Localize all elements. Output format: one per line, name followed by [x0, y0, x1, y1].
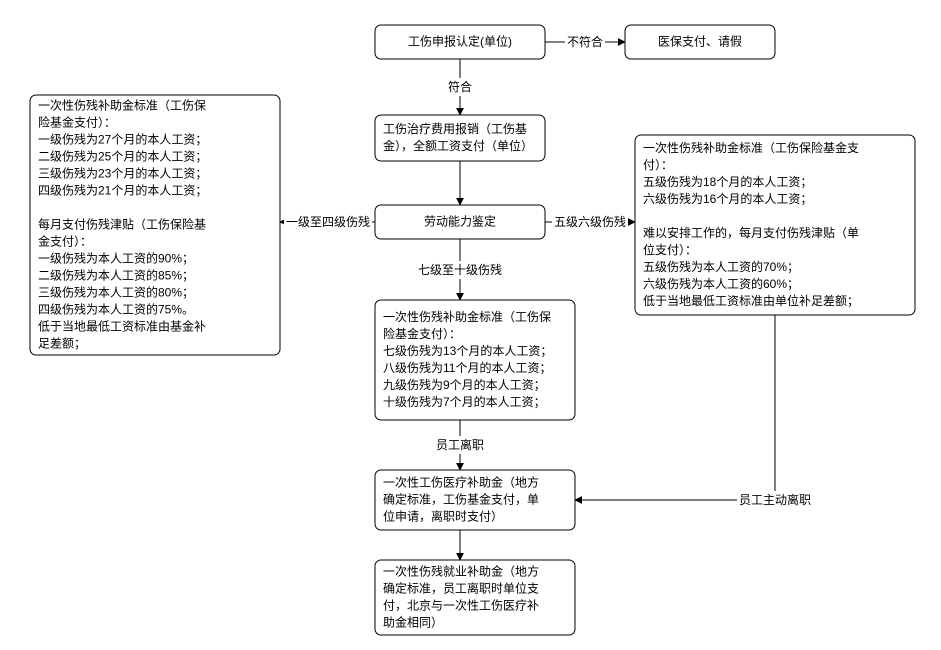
flow-node-line: 十级伤残为7个月的本人工资；	[383, 394, 546, 409]
flow-node-line: 工伤治疗费用报销（工伤基	[383, 121, 527, 136]
flow-node-line: 九级伤残为9个月的本人工资；	[383, 377, 546, 392]
flow-node: 一次性伤残补助金标准（工伤保险基金支付）： 七级伤残为13个月的本人工资； 八级伤残…	[375, 300, 575, 420]
flow-node-line: 六级伤残为本人工资的60%；	[643, 276, 799, 291]
edge	[575, 315, 775, 500]
flow-node-text: 劳动能力鉴定	[424, 214, 496, 229]
flow-node-line: 一级伤残为本人工资的90%；	[38, 251, 194, 266]
flow-node-line: 劳动能力鉴定	[424, 214, 496, 229]
flow-node-line: 低于当地最低工资标准由单位补足差额；	[643, 293, 859, 308]
flow-node-line: 四级伤残为本人工资的75%。	[38, 302, 194, 317]
flow-node-line: 险基金支付）：	[38, 115, 116, 130]
flow-node: 一次性伤残就业补助金（地方确定标准，员工离职时单位支付，北京与一次性工伤医疗补助…	[375, 560, 575, 635]
flow-node-line: 助金相同）	[383, 615, 443, 630]
flow-node-line: 四级伤残为21个月的本人工资；	[38, 183, 207, 198]
flow-node-line: 七级伤残为13个月的本人工资；	[383, 343, 552, 358]
flow-node-line: 医保支付、请假	[658, 35, 742, 49]
flow-node-line: 二级伤残为本人工资的85%；	[38, 268, 194, 283]
flow-node: 劳动能力鉴定	[375, 205, 545, 239]
flow-node-line: 足差额；	[38, 337, 86, 351]
nodes-layer: 工伤申报认定(单位) 医保支付、请假工伤治疗费用报销（工伤基金），全额工资支付（单…	[30, 25, 915, 635]
flow-node-line: 一次性工伤医疗补助金（地方	[383, 475, 539, 490]
edge-label: 五级六级伤残	[554, 215, 626, 229]
flow-node-text: 一次性伤残补助金标准（工伤保险基金支付）： 一级伤残为27个月的本人工资； 二级伤残…	[38, 98, 207, 351]
flow-node-line: 一次性伤残补助金标准（工伤保	[383, 309, 551, 324]
flow-node-line: 每月支付伤残津贴（工伤保险基	[38, 217, 206, 232]
flow-node-line: 确定标准，工伤基金支付，单	[383, 492, 539, 507]
flow-node-line: 付）：	[643, 158, 673, 172]
flow-node-line: 三级伤残为23个月的本人工资；	[38, 166, 207, 181]
edge-label: 不符合	[567, 34, 603, 49]
flow-node-line: 一次性伤残就业补助金（地方	[383, 564, 539, 579]
flowchart-canvas: 不符合符合一级至四级伤残五级六级伤残七级至十级伤残员工离职员工主动离职工伤申报认…	[0, 0, 941, 650]
flow-node-line: 确定标准，员工离职时单位支	[383, 581, 539, 596]
flow-node-line: 二级伤残为25个月的本人工资；	[38, 149, 207, 164]
flow-node-line: 金支付）：	[38, 234, 92, 249]
flow-node-line: 一次性伤残补助金标准（工伤保险基金支	[643, 140, 859, 155]
flow-node-line: 位申请，离职时支付）	[383, 509, 503, 524]
flow-node: 一次性伤残补助金标准（工伤保险基金支付）： 一级伤残为27个月的本人工资； 二级伤残…	[30, 95, 280, 355]
edge-label: 七级至十级伤残	[418, 263, 502, 277]
flow-node-line: 低于当地最低工资标准由基金补	[38, 319, 206, 334]
flow-node-line: 难以安排工作的，每月支付伤残津贴（单	[643, 225, 859, 240]
flow-node-line: 金），全额工资支付（单位）	[383, 138, 533, 153]
edge-label: 员工离职	[436, 437, 484, 452]
flow-node: 一次性工伤医疗补助金（地方确定标准，工伤基金支付，单位申请，离职时支付）	[375, 470, 575, 530]
flow-node-line: 付，北京与一次性工伤医疗补	[383, 599, 539, 613]
flow-node-line: 险基金支付）：	[383, 326, 461, 341]
flow-node-line	[38, 201, 41, 215]
edge-label: 一级至四级伤残	[286, 215, 370, 229]
flow-node-line: 一级伤残为27个月的本人工资；	[38, 132, 207, 147]
flow-node-text: 工伤申报认定(单位)	[408, 34, 512, 49]
flow-node-line: 八级伤残为11个月的本人工资；	[383, 360, 551, 375]
flow-node: 医保支付、请假	[625, 25, 775, 59]
flow-node-line: 六级伤残为16个月的本人工资；	[643, 191, 812, 206]
flow-node: 工伤申报认定(单位)	[375, 25, 545, 59]
edge-label: 符合	[448, 79, 472, 94]
flow-node-line: 五级伤残为18个月的本人工资；	[643, 174, 812, 189]
flow-node-text: 医保支付、请假	[658, 35, 742, 49]
flow-node-line: 位支付）：	[643, 242, 697, 257]
flow-node-line: 工伤申报认定(单位)	[408, 34, 512, 49]
flow-node-line: 一次性伤残补助金标准（工伤保	[38, 98, 206, 113]
flow-node: 一次性伤残补助金标准（工伤保险基金支付）： 五级伤残为18个月的本人工资； 六级伤残…	[635, 135, 915, 315]
flow-node-line: 三级伤残为本人工资的80%；	[38, 285, 194, 300]
edge-label: 员工主动离职	[739, 492, 811, 507]
flow-node-line	[643, 209, 646, 223]
flow-node: 工伤治疗费用报销（工伤基金），全额工资支付（单位）	[375, 115, 545, 161]
flow-node-line: 五级伤残为本人工资的70%；	[643, 259, 799, 274]
